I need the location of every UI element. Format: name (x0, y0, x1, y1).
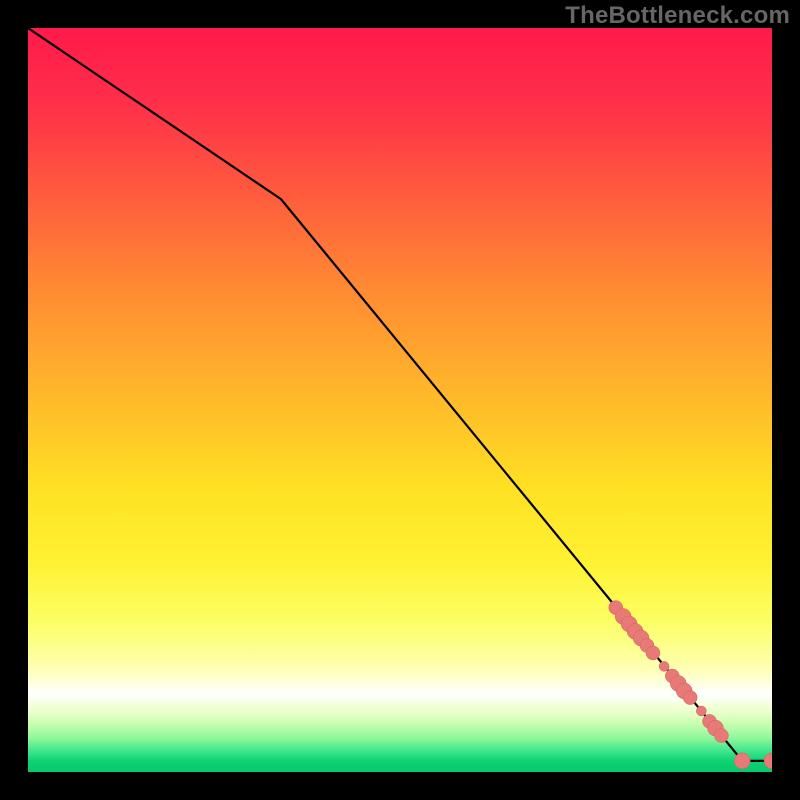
chart-container: TheBottleneck.com (0, 0, 800, 800)
data-point (646, 646, 660, 660)
data-point (659, 661, 669, 671)
data-point (683, 691, 697, 705)
data-point (696, 706, 706, 716)
data-point (714, 729, 728, 743)
heatmap-chart (0, 0, 800, 800)
data-point (734, 753, 750, 769)
watermark-text: TheBottleneck.com (565, 2, 790, 30)
plot-area (28, 28, 780, 772)
